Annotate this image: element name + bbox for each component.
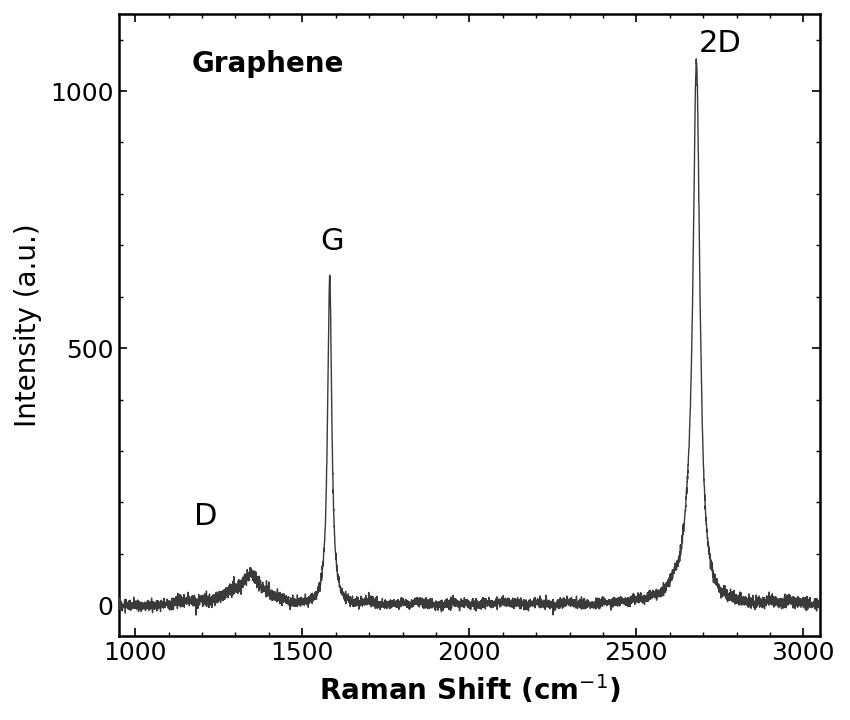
Text: Graphene: Graphene [192,50,344,78]
Y-axis label: Intensity (a.u.): Intensity (a.u.) [14,223,42,427]
Text: 2D: 2D [699,29,741,58]
Text: G: G [320,227,344,256]
X-axis label: Raman Shift (cm$^{-1}$): Raman Shift (cm$^{-1}$) [319,673,620,706]
Text: D: D [194,502,217,531]
